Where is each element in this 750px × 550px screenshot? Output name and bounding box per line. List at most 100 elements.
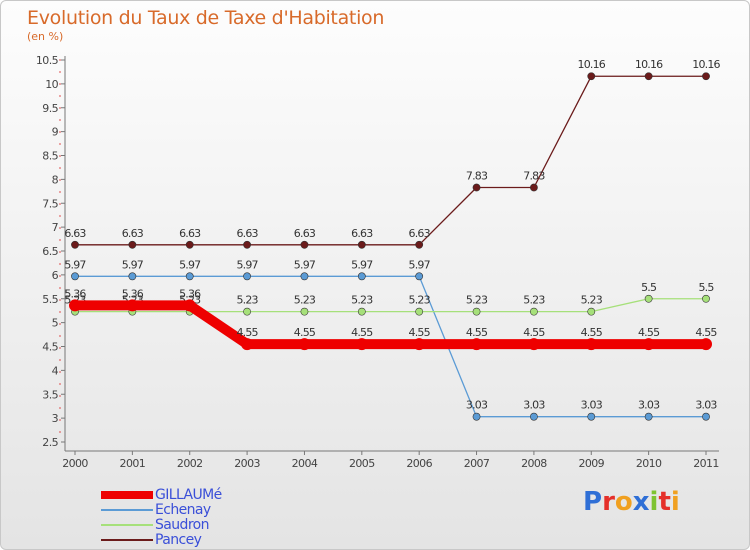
logo-letter: r [602,487,615,517]
data-point [642,338,655,351]
x-tick-label: 2001 [120,457,146,470]
y-tick-label: 3 [52,412,59,425]
data-label: 4.55 [523,326,545,339]
x-tick-label: 2009 [578,457,604,470]
data-point [357,307,366,316]
data-label: 3.03 [466,399,488,412]
data-label: 6.63 [351,227,373,240]
y-tick-label: 8.5 [42,150,58,163]
data-point [530,183,538,192]
y-tick-label: 7.5 [42,197,58,210]
data-point [185,272,194,281]
chart-legend: GILLAUMé Echenay Saudron Pancey [101,487,222,548]
data-point [415,272,424,281]
data-label: 5.5 [698,281,714,294]
y-tick-label: 6 [52,269,59,282]
data-label: 3.03 [638,399,660,412]
y-tick-label: 10.5 [36,54,59,67]
data-label: 4.55 [581,326,603,339]
data-point [530,412,538,421]
data-label: 7.83 [523,169,545,182]
logo-letter: P [583,487,603,517]
x-tick-label: 2004 [292,457,318,470]
logo-letter: i [670,487,680,517]
data-label: 5.97 [179,258,201,271]
data-label: 3.03 [581,399,603,412]
data-point [587,72,596,81]
data-label: 5.97 [122,258,144,271]
data-label: 5.23 [409,294,431,307]
data-point [243,307,251,316]
data-label: 6.63 [179,227,201,240]
y-tick-label: 2.5 [42,436,58,449]
data-point [472,183,481,192]
data-label: 4.55 [351,326,373,339]
data-point [241,338,254,351]
data-label: 5.23 [523,294,545,307]
x-tick-label: 2006 [406,457,432,470]
series-line [74,298,707,313]
data-label: 4.55 [466,326,488,339]
data-label: 5.97 [294,258,316,271]
legend-swatch [101,523,153,526]
x-tick-label: 2010 [636,457,662,470]
x-tick-label: 2008 [521,457,547,470]
data-label: 6.63 [409,227,431,240]
data-label: 4.55 [294,326,316,339]
data-label: 3.03 [523,399,545,412]
data-point [415,240,424,249]
data-label: 10.16 [635,58,663,71]
data-point [298,338,311,351]
data-point [587,307,596,316]
y-tick-label: 4.5 [42,341,58,354]
data-point [185,240,194,249]
data-point [700,338,712,351]
data-point [357,240,366,249]
series-line [70,300,711,350]
data-label: 6.63 [236,227,258,240]
series-line [74,275,707,418]
y-tick-label: 5.5 [42,293,58,306]
y-tick-label: 4 [52,364,59,377]
data-point [300,272,309,281]
chart-subtitle: (en %) [27,30,64,43]
logo-letter: o [614,487,633,517]
y-tick-label: 6.5 [42,245,58,258]
data-label: 6.63 [294,227,316,240]
data-label: 5.23 [236,294,258,307]
data-point [243,272,251,281]
data-point [243,240,251,249]
data-label: 5.23 [351,294,373,307]
legend-swatch [101,508,153,511]
data-label: 3.03 [695,399,717,412]
data-label: 7.83 [466,169,488,182]
data-point [413,338,426,351]
logo-letter: t [658,487,671,517]
legend-label: Pancey [155,531,202,548]
x-tick-label: 2003 [234,457,260,470]
data-label: 5.97 [64,258,86,271]
logo-letter: x [632,487,650,517]
data-point [355,338,368,351]
x-tick-label: 2000 [62,457,88,470]
data-point [702,294,710,303]
data-point [472,307,481,316]
y-tick-label: 10 [45,78,58,91]
data-point [470,338,483,351]
data-point [472,412,481,421]
proxiti-logo: Proxiti [583,487,680,517]
y-tick-label: 5 [52,317,59,330]
legend-label: Echenay [155,501,211,518]
y-tick-label: 8 [52,173,59,186]
x-tick-label: 2011 [693,457,719,470]
data-point [702,72,710,81]
data-point [300,240,309,249]
data-point [585,338,598,351]
data-label: 5.23 [294,294,316,307]
x-tick-label: 2007 [464,457,490,470]
data-label: 5.97 [236,258,258,271]
data-point [357,272,366,281]
data-label: 5.36 [122,287,144,300]
legend-item: Echenay [101,501,222,518]
data-label: 4.55 [236,326,258,339]
